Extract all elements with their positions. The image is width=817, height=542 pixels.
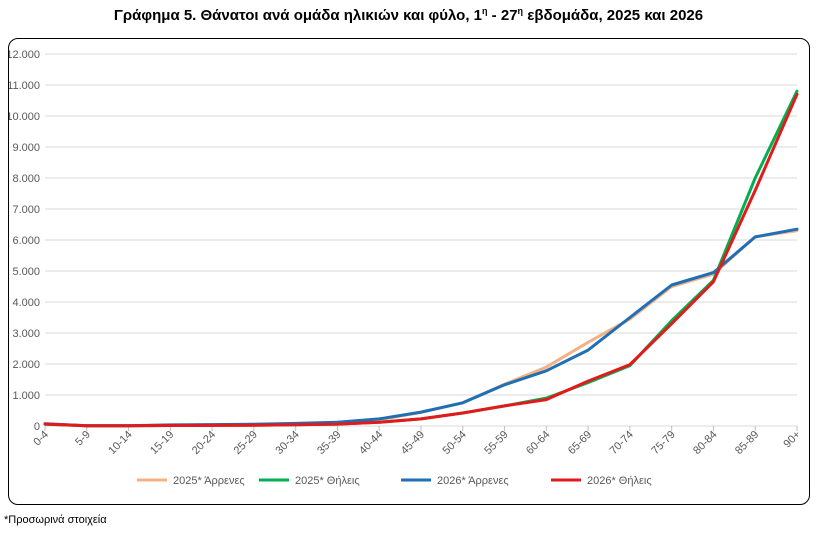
series-lines (43, 89, 799, 428)
legend-label: 2026* Θήλεις (587, 475, 652, 487)
x-tick-label: 80-84 (691, 429, 719, 457)
series-line-0 (43, 229, 799, 428)
x-tick-label: 55-59 (482, 429, 510, 457)
y-tick-label: 6.000 (12, 235, 40, 247)
chart-frame: 0 1.000 2.000 3.000 4.000 5.000 6.000 7.000 8.00… (8, 38, 810, 505)
x-tick-label: 15-19 (148, 429, 176, 457)
x-tick-label: 20-24 (190, 429, 218, 457)
y-tick-label: 1.000 (12, 390, 40, 402)
y-tick-label: 5.000 (12, 266, 40, 278)
y-tick-label: 12.000 (9, 49, 40, 61)
x-tick-label: 25-29 (232, 429, 260, 457)
x-tick-label: 70-74 (608, 429, 636, 457)
y-axis-ticks: 0 1.000 2.000 3.000 4.000 5.000 6.000 7.000 8.00… (9, 49, 40, 433)
x-tick-label: 75-79 (649, 429, 677, 457)
x-tick-label: 50-54 (441, 429, 469, 457)
y-tick-label: 0 (34, 421, 40, 433)
y-tick-label: 2.000 (12, 359, 40, 371)
y-tick-label: 9.000 (12, 142, 40, 154)
y-tick-label: 11.000 (9, 80, 40, 92)
legend-label: 2025* Θήλεις (295, 475, 360, 487)
x-tick-label: 40-44 (357, 429, 385, 457)
line-chart: 0 1.000 2.000 3.000 4.000 5.000 6.000 7.000 8.00… (9, 49, 803, 487)
y-tick-label: 10.000 (9, 111, 40, 123)
footnote: *Προσωρινά στοιχεία (4, 514, 107, 526)
legend-label: 2025* Άρρενες (173, 475, 245, 487)
y-tick-label: 3.000 (12, 328, 40, 340)
legend: 2025* Άρρενες 2025* Θήλεις 2026* Άρρενες 20… (137, 475, 652, 487)
x-tick-label: 35-39 (315, 429, 343, 457)
y-tick-label: 4.000 (12, 297, 40, 309)
x-axis-ticks: 0-4 5-9 10-14 15-19 20-24 25-29 30-34 35-39 40-4… (31, 426, 803, 457)
y-tick-label: 7.000 (12, 204, 40, 216)
x-tick-label: 30-34 (273, 429, 301, 457)
x-tick-label: 90+ (781, 429, 803, 451)
series-line-1 (43, 89, 799, 428)
x-tick-label: 5-9 (73, 429, 93, 449)
series-line-3 (43, 92, 799, 428)
chart-title: Γράφημα 5. Θάνατοι ανά ομάδα ηλικιών και… (113, 6, 704, 24)
y-tick-label: 8.000 (12, 173, 40, 185)
series-line-2 (43, 227, 799, 428)
gridlines (45, 53, 797, 427)
x-tick-label: 65-69 (566, 429, 594, 457)
x-tick-label: 60-64 (524, 429, 552, 457)
x-tick-label: 10-14 (106, 429, 134, 457)
x-tick-label: 85-89 (733, 429, 761, 457)
legend-label: 2026* Άρρενες (437, 475, 509, 487)
x-tick-label: 45-49 (399, 429, 427, 457)
